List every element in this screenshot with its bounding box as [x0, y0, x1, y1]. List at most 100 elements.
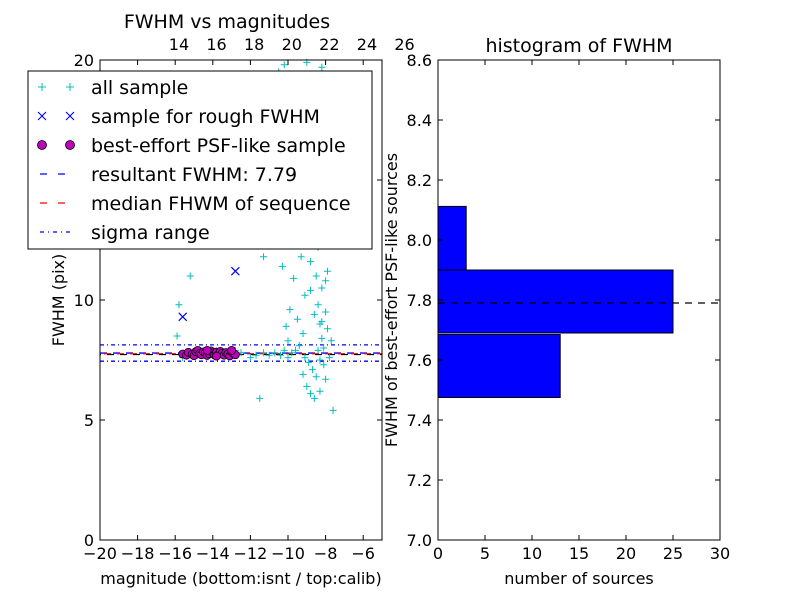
scatter-point — [280, 61, 288, 69]
scatter-point — [276, 351, 284, 359]
scatter-legend: all sample sample for rough FWHM best-effo… — [27, 70, 373, 250]
scatter-series-1 — [178, 266, 240, 322]
legend-marker — [37, 140, 47, 150]
top-tick-label: 20 — [282, 35, 302, 54]
y-tick-label: 8.6 — [407, 51, 432, 70]
scatter-point — [256, 394, 264, 402]
x-tick-label: −20 — [83, 544, 117, 563]
x-tick-label: 20 — [616, 544, 636, 563]
scatter-point — [297, 253, 305, 261]
histogram-bar — [437, 205, 467, 271]
y-tick-label: 5 — [84, 411, 94, 430]
scatter-point — [318, 284, 326, 292]
histogram-x-label: number of sources — [504, 569, 654, 588]
scatter-point — [305, 358, 313, 366]
legend-label: sigma range — [91, 222, 210, 244]
legend-label: median FHWM of sequence — [91, 193, 351, 215]
x-tick-label: −12 — [234, 544, 268, 563]
scatter-point — [178, 312, 188, 322]
scatter-point — [320, 344, 328, 352]
histogram-y-ticks: 7.0 7.2 7.4 7.6 7.8 8.0 8.2 8.4 8.6 — [407, 51, 720, 550]
scatter-point — [322, 277, 330, 285]
scatter-point — [316, 387, 324, 395]
top-tick-label: 24 — [357, 35, 377, 54]
scatter-point — [303, 382, 311, 390]
top-tick-label: 14 — [169, 35, 189, 54]
scatter-point — [327, 337, 335, 345]
scatter-point — [246, 354, 254, 362]
scatter-point — [314, 346, 322, 354]
scatter-x-label: magnitude (bottom:isnt / top:calib) — [100, 569, 381, 588]
y-tick-label: 7.8 — [407, 291, 432, 310]
scatter-y-label: FWHM (pix) — [49, 254, 68, 347]
scatter-point — [312, 373, 320, 381]
scatter-point — [173, 332, 181, 340]
scatter-point — [299, 330, 307, 338]
scatter-point — [284, 354, 292, 362]
histogram-x-ticks: 0 5 10 15 20 25 30 — [433, 60, 730, 563]
scatter-point — [325, 354, 333, 362]
scatter-point — [282, 322, 290, 330]
scatter-point — [312, 272, 320, 280]
scatter-point — [307, 390, 315, 398]
top-tick-label: 26 — [394, 35, 414, 54]
x-tick-label: −16 — [158, 544, 192, 563]
x-tick-label: 30 — [710, 544, 730, 563]
x-tick-label: 15 — [569, 544, 589, 563]
scatter-point — [288, 349, 296, 357]
scatter-point — [265, 351, 273, 359]
scatter-point — [295, 342, 303, 350]
scatter-point — [230, 266, 240, 276]
scatter-point — [301, 354, 309, 362]
scatter-point — [310, 394, 318, 402]
x-tick-label: −14 — [196, 544, 230, 563]
x-tick-label: 5 — [480, 544, 490, 563]
scatter-point — [293, 315, 301, 323]
y-tick-label: 7.4 — [407, 411, 432, 430]
scatter-point — [314, 301, 322, 309]
scatter-point — [329, 406, 337, 414]
legend-marker — [37, 111, 47, 121]
legend-marker — [66, 83, 74, 91]
legend-label: best-effort PSF-like sample — [91, 135, 346, 157]
histogram-title: histogram of FWHM — [485, 35, 672, 57]
histogram-bar — [437, 269, 674, 334]
scatter-point — [299, 370, 307, 378]
y-tick-label: 20 — [74, 51, 94, 70]
x-tick-label: −10 — [271, 544, 305, 563]
scatter-point — [308, 366, 316, 374]
legend-marker — [65, 111, 75, 121]
scatter-point — [307, 286, 315, 294]
x-tick-label: −8 — [314, 544, 338, 563]
legend-item: resultant FWHM: 7.79 — [40, 164, 297, 186]
legend-item: best-effort PSF-like sample — [37, 135, 346, 157]
scatter-point — [212, 351, 221, 361]
scatter-point — [320, 361, 328, 369]
scatter-point — [318, 334, 326, 342]
y-tick-label: 7.0 — [407, 531, 432, 550]
scatter-title: FWHM vs magnitudes — [124, 11, 330, 33]
scatter-top-ticks: 14 16 18 20 22 24 26 — [169, 35, 415, 54]
histogram-plot: histogram of FWHM 0 5 10 15 20 25 30 7.0 7.2 7.4… — [382, 35, 730, 588]
scatter-point — [260, 349, 268, 357]
scatter-point — [316, 356, 324, 364]
histogram-y-label: FWHM of best-effort PSF-like sources — [382, 153, 401, 447]
scatter-point — [318, 63, 326, 71]
scatter-point — [290, 274, 298, 282]
scatter-point — [278, 262, 286, 270]
scatter-point — [280, 346, 288, 354]
x-tick-label: 10 — [522, 544, 542, 563]
legend-label: resultant FWHM: 7.79 — [91, 164, 297, 186]
y-tick-label: 0 — [84, 531, 94, 550]
scatter-point — [175, 301, 183, 309]
legend-marker — [65, 140, 75, 150]
scatter-point — [318, 318, 326, 326]
top-tick-label: 16 — [206, 35, 226, 54]
y-tick-label: 8.2 — [407, 171, 432, 190]
top-tick-label: 22 — [319, 35, 339, 54]
scatter-plot: FWHM vs magnitudes −20 −18 −16 −14 −12 −10 −8−… — [27, 11, 415, 588]
scatter-point — [227, 345, 237, 355]
scatter-point — [310, 310, 318, 318]
scatter-point — [202, 345, 212, 355]
